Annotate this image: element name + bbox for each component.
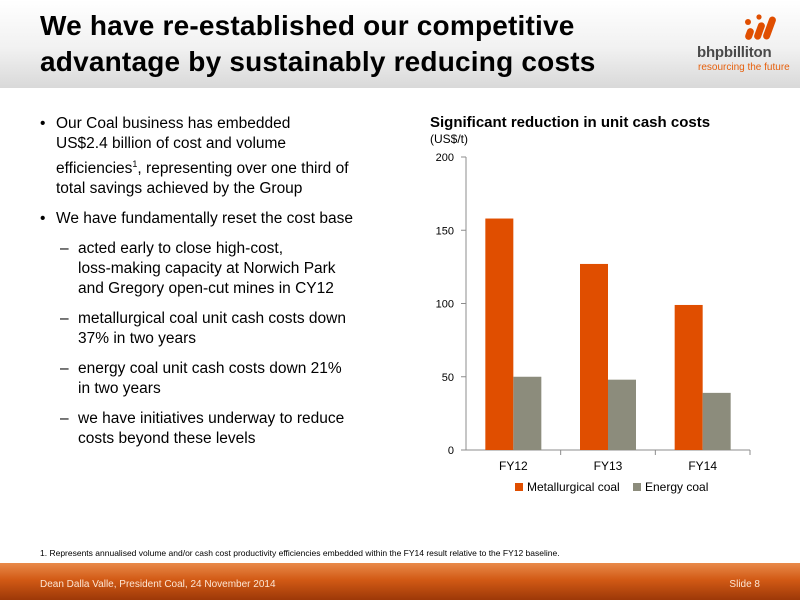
- bullet-reset-cost-base: We have fundamentally reset the cost bas…: [36, 209, 386, 229]
- chart-unit-label: (US$/t): [430, 132, 469, 146]
- bullet-text: , representing over one third of: [137, 160, 349, 178]
- y-tick-label: 50: [442, 372, 454, 384]
- x-tick-label: FY12: [499, 459, 528, 473]
- footnote-marker: 1: [132, 159, 138, 169]
- title-line-1: We have re-established our competitive: [40, 10, 575, 41]
- bullet-coal-efficiencies: Our Coal business has embedded US$2.4 bi…: [36, 114, 386, 199]
- bar-metallurgical-fy12: [485, 218, 514, 450]
- footnote: 1. Represents annualised volume and/or c…: [40, 548, 560, 558]
- bullet-text: costs beyond these levels: [78, 430, 256, 448]
- bullet-text: 37% in two years: [78, 330, 197, 348]
- x-tick-label: FY13: [594, 459, 623, 473]
- slide-header: We have re-established our competitive a…: [0, 0, 800, 88]
- bullet-text: US$2.4 billion of cost and volume: [56, 135, 287, 152]
- bar-energy-fy14: [702, 392, 731, 450]
- bar-metallurgical-fy14: [674, 304, 703, 450]
- slide-number: Slide 8: [729, 579, 760, 590]
- slide-footer: Dean Dalla Valle, President Coal, 24 Nov…: [0, 563, 800, 600]
- cost-bar-chart: 0 50 100 150 200 FY12 FY13 FY14 Metallurgical co…: [436, 152, 751, 494]
- bullet-text: acted early to close high-cost,: [78, 240, 284, 258]
- sub-bullet-closures: acted early to close high-cost, loss-mak…: [36, 239, 386, 299]
- bullet-text: energy coal unit cash costs down 21%: [78, 360, 342, 378]
- chart-title: Significant reduction in unit cash costs: [430, 114, 711, 131]
- bullet-list: Our Coal business has embedded US$2.4 bi…: [36, 114, 386, 459]
- x-tick-label: FY14: [688, 459, 717, 473]
- legend-label: Energy coal: [645, 480, 708, 494]
- legend-swatch: [515, 483, 523, 491]
- bullet-text: and Gregory open-cut mines in CY12: [78, 280, 334, 298]
- title-line-2: advantage by sustainably reducing costs: [40, 46, 596, 77]
- logo-mark-icon: [745, 14, 776, 40]
- sub-bullet-energy-coal: energy coal unit cash costs down 21% in …: [36, 359, 386, 399]
- logo-tagline: resourcing the future: [698, 62, 790, 73]
- y-tick-label: 150: [436, 225, 454, 237]
- y-tick-label: 0: [448, 445, 454, 457]
- company-logo: bhpbilliton resourcing the future: [690, 12, 790, 78]
- bullet-text: in two years: [78, 380, 161, 398]
- bullet-text: Our Coal business has embedded: [56, 115, 291, 132]
- bar-metallurgical-fy13: [580, 263, 608, 450]
- legend-swatch: [633, 483, 641, 491]
- bullet-text: efficiencies: [56, 160, 133, 178]
- slide-title: We have re-established our competitive a…: [40, 8, 596, 80]
- bullet-text: total savings achieved by the Group: [56, 180, 303, 198]
- y-tick-label: 100: [436, 299, 454, 311]
- bar-energy-fy13: [608, 379, 636, 450]
- legend-label: Metallurgical coal: [527, 480, 620, 494]
- bullet-text: loss-making capacity at Norwich Park: [78, 260, 336, 278]
- footer-presenter: Dean Dalla Valle, President Coal, 24 Nov…: [40, 579, 276, 590]
- y-tick-label: 200: [436, 152, 454, 164]
- logo-wordmark: bhpbilliton: [697, 44, 772, 61]
- sub-bullet-met-coal: metallurgical coal unit cash costs down …: [36, 309, 386, 349]
- sub-bullet-initiatives: we have initiatives underway to reduce c…: [36, 409, 386, 449]
- bullet-text: we have initiatives underway to reduce: [78, 410, 345, 428]
- bar-energy-fy12: [513, 376, 542, 450]
- bullet-text: metallurgical coal unit cash costs down: [78, 310, 346, 328]
- bullet-text: We have fundamentally reset the cost bas…: [56, 210, 353, 228]
